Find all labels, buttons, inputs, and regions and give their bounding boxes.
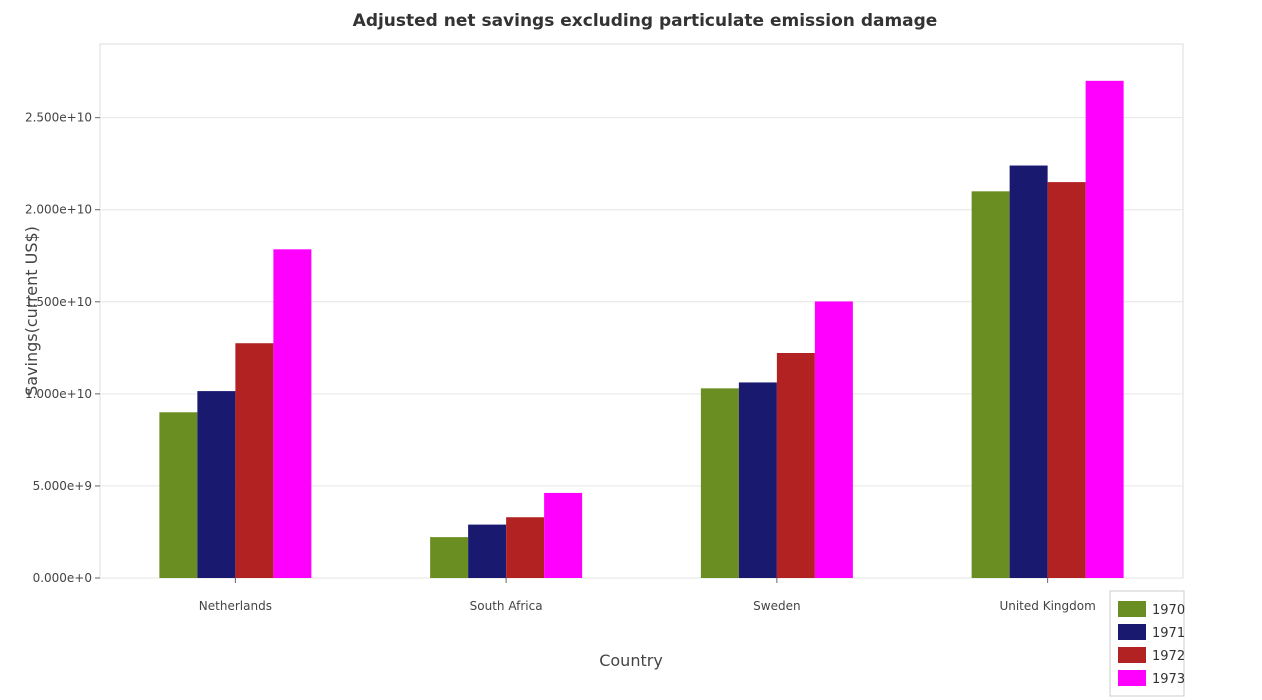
y-tick-label: 1.000e+10	[25, 387, 92, 401]
bar-1972	[1047, 182, 1086, 578]
x-tick-label: Sweden	[753, 599, 800, 613]
y-tick-label: 2.000e+10	[25, 203, 92, 217]
bars-layer	[159, 80, 1124, 579]
y-ticks: 0.000e+0 5.000e+9 1.000e+10 1.500e+10 2.000e…	[25, 111, 100, 585]
bar-1970	[700, 388, 739, 578]
bar-1973	[273, 249, 312, 579]
chart-title: Adjusted net savings excluding particula…	[353, 11, 938, 31]
legend-label: 1972	[1152, 649, 1185, 664]
y-tick-label: 2.500e+10	[25, 111, 92, 125]
x-axis-label: Country	[599, 651, 663, 670]
legend-label: 1971	[1152, 626, 1185, 641]
y-axis-label: Savings(current US$)	[22, 226, 41, 396]
legend-swatch	[1118, 647, 1146, 663]
bar-1970	[971, 191, 1010, 578]
bar-1973	[544, 492, 583, 578]
bar-1972	[776, 352, 815, 578]
bar-1971	[738, 382, 777, 578]
legend-swatch	[1118, 601, 1146, 617]
bar-1973	[1085, 80, 1124, 579]
bar-1972	[506, 517, 545, 578]
legend-swatch	[1118, 624, 1146, 640]
y-tick-label: 0.000e+0	[33, 571, 92, 585]
x-tick-label: United Kingdom	[999, 599, 1095, 613]
x-tick-label: South Africa	[470, 599, 543, 613]
legend-swatch	[1118, 670, 1146, 686]
bar-1973	[814, 301, 853, 578]
x-tick-label: Netherlands	[199, 599, 272, 613]
legend-label: 1970	[1152, 603, 1185, 618]
legend-label: 1973	[1152, 672, 1185, 687]
y-tick-label: 1.500e+10	[25, 295, 92, 309]
bar-1971	[468, 524, 507, 578]
bar-1971	[1009, 165, 1048, 578]
bar-1971	[197, 391, 236, 578]
x-ticks: Netherlands South Africa Sweden United King…	[199, 578, 1096, 613]
y-tick-label: 5.000e+9	[33, 479, 92, 493]
bar-1970	[159, 412, 198, 578]
legend: 1970 1971 1972 1973	[1109, 590, 1185, 697]
bar-1970	[430, 537, 469, 578]
bar-1972	[235, 343, 274, 578]
